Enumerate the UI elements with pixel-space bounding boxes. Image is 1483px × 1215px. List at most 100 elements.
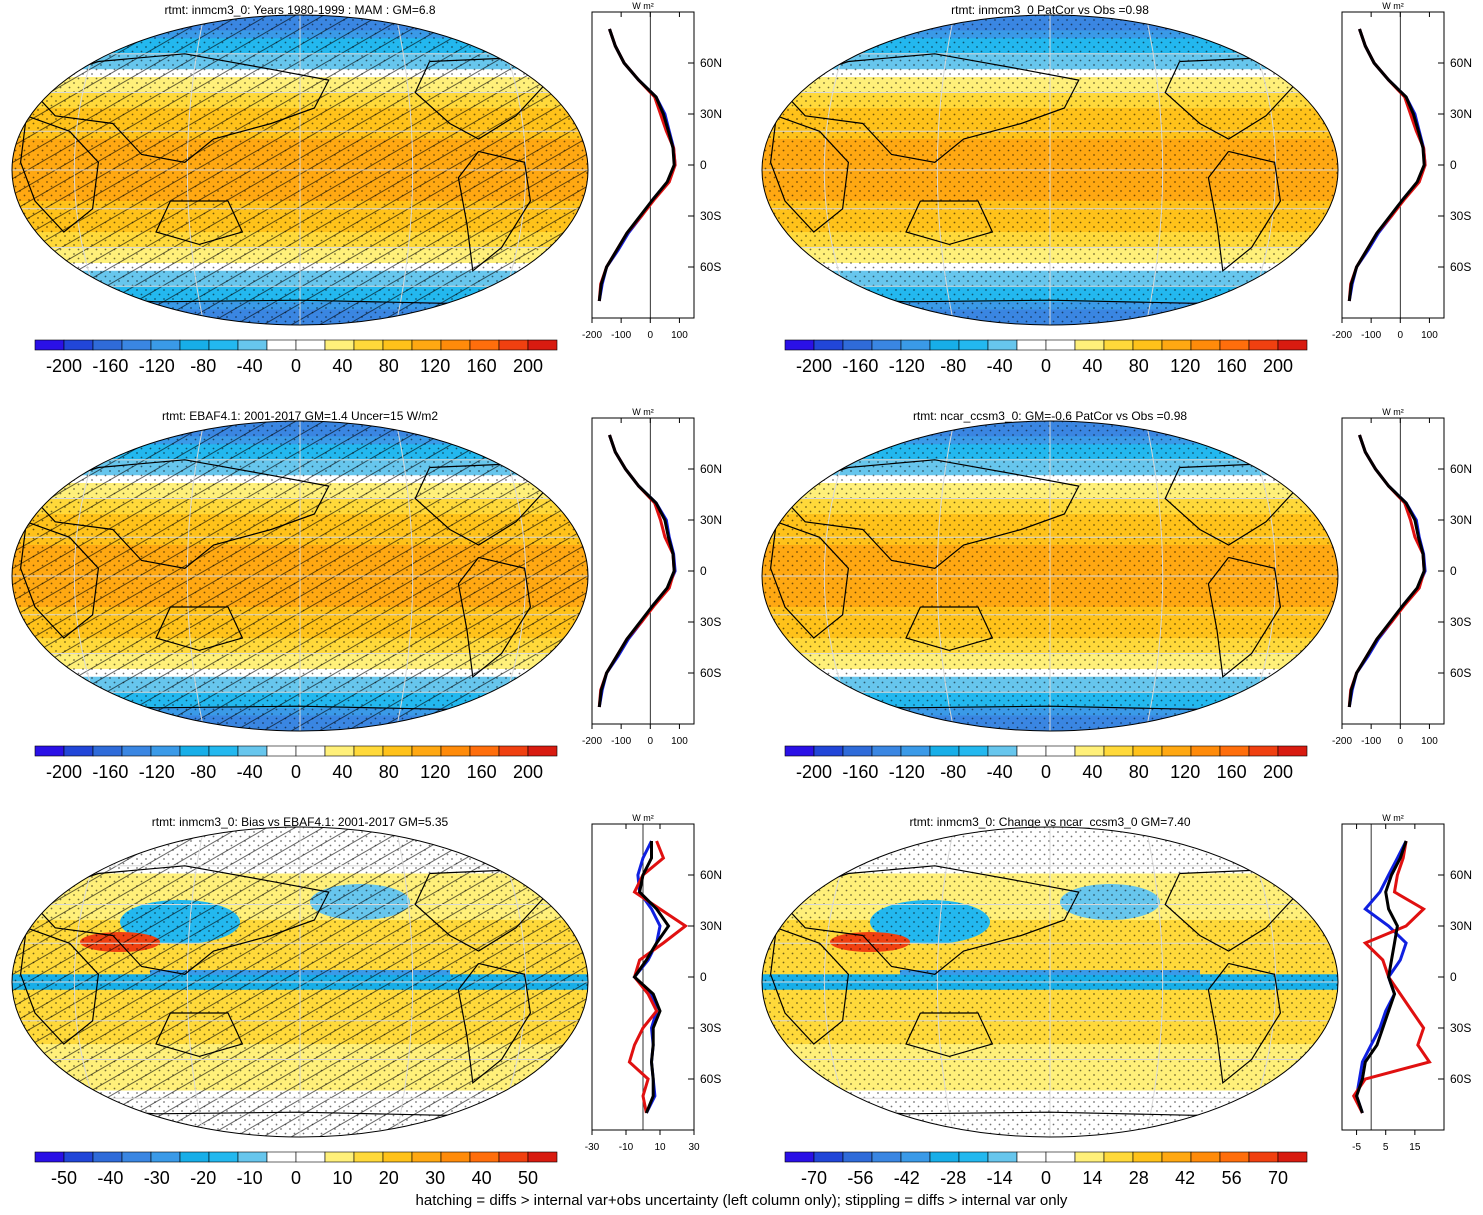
colorbar-swatch (842, 745, 873, 757)
map (761, 14, 1339, 326)
colorbar-swatch (1132, 339, 1163, 351)
units-label: W m² (632, 1, 654, 11)
y-tick-label: 30N (700, 919, 722, 933)
colorbar-swatch (208, 1151, 239, 1163)
colorbar-label: -70 (801, 1168, 827, 1188)
panel-title: rtmt: ncar_ccsm3_0: GM=-0.6 PatCor vs Ob… (913, 409, 1187, 423)
colorbar-label: -160 (92, 762, 128, 782)
x-tick-label: 0 (648, 330, 654, 341)
colorbar-label: 40 (472, 1168, 492, 1188)
colorbar-swatch (295, 1151, 326, 1163)
x-tick-label: 0 (648, 736, 654, 747)
colorbar-swatch (1248, 339, 1279, 351)
units-label: W m² (1382, 407, 1404, 417)
units-label: W m² (1382, 813, 1404, 823)
colorbar-label: 30 (425, 1168, 445, 1188)
colorbar-swatch (929, 1151, 960, 1163)
y-tick-label: 30S (1450, 1021, 1471, 1035)
colorbar-swatch (1248, 1151, 1279, 1163)
profile-bias: W m² 60N 30N 0 30S 60S -30 -10 10 30 (585, 813, 722, 1153)
map-border (761, 826, 1339, 1138)
map (761, 420, 1339, 732)
colorbar: -50 -40 -30 -20 -10 0 10 20 30 40 50 (34, 1151, 558, 1188)
colorbar-label: -120 (139, 356, 175, 376)
colorbar-swatch (842, 339, 873, 351)
colorbar-label: 200 (1263, 762, 1293, 782)
colorbar-swatch (382, 1151, 413, 1163)
profile-frame (1341, 11, 1445, 319)
colorbar-swatch (842, 1151, 873, 1163)
colorbar-swatch (469, 745, 500, 757)
y-tick-label: 0 (700, 158, 707, 172)
colorbar-label: -14 (987, 1168, 1013, 1188)
colorbar-swatch (784, 339, 815, 351)
profile-line (1347, 434, 1426, 708)
colorbar-swatch (958, 339, 989, 351)
colorbar-label: 10 (332, 1168, 352, 1188)
colorbar-swatch (1161, 1151, 1192, 1163)
colorbar-swatch (411, 339, 442, 351)
coastline (1207, 556, 1282, 678)
coastline (1207, 962, 1282, 1084)
colorbar-label: -160 (92, 356, 128, 376)
colorbar-label: -120 (889, 356, 925, 376)
colorbar-swatch (900, 1151, 931, 1163)
colorbar-swatch (1132, 1151, 1163, 1163)
colorbar-swatch (1074, 1151, 1105, 1163)
colorbar-swatch (527, 1151, 558, 1163)
coastline (769, 115, 850, 233)
colorbar-swatch (324, 1151, 355, 1163)
coastline (19, 115, 100, 233)
colorbar-swatch (871, 339, 902, 351)
x-tick-label: -5 (1352, 1142, 1361, 1153)
x-tick-label: -10 (619, 1142, 634, 1153)
colorbar-swatch (813, 1151, 844, 1163)
colorbar-swatch (1045, 745, 1076, 757)
colorbar-label: 120 (420, 356, 450, 376)
y-tick-label: 0 (1450, 564, 1457, 578)
colorbar-label: 160 (1217, 356, 1247, 376)
colorbar-label: 70 (1268, 1168, 1288, 1188)
profile-inmcm3-patcor: W m² 60N 30N 0 30S 60S -200 -100 0 100 (1332, 1, 1472, 341)
x-tick-label: -200 (582, 736, 602, 747)
colorbar-label: -10 (237, 1168, 263, 1188)
colorbar-swatch (871, 1151, 902, 1163)
colorbar-label: 80 (1129, 356, 1149, 376)
panel-inmcm3-mam: rtmt: inmcm3_0: Years 1980-1999 : MAM : … (11, 3, 589, 376)
colorbar-label: 56 (1222, 1168, 1242, 1188)
coastline (25, 459, 330, 569)
coastline (905, 1012, 994, 1058)
colorbar-swatch (324, 339, 355, 351)
colorbar-label: -40 (97, 1168, 123, 1188)
y-tick-label: 60N (1450, 462, 1472, 476)
y-tick-label: 60S (700, 666, 721, 680)
x-tick-label: 100 (1421, 330, 1438, 341)
colorbar-swatch (1074, 339, 1105, 351)
map (11, 826, 589, 1138)
coastline (457, 962, 532, 1084)
colorbar-swatch (1219, 339, 1250, 351)
y-tick-label: 60S (1450, 666, 1471, 680)
colorbar-swatch (92, 1151, 123, 1163)
colorbar-swatch (1103, 339, 1134, 351)
colorbar-label: 14 (1082, 1168, 1102, 1188)
x-tick-label: 5 (1383, 1142, 1389, 1153)
colorbar-label: -80 (940, 356, 966, 376)
y-tick-label: 60N (700, 868, 722, 882)
coastline (905, 606, 994, 652)
colorbar: -200 -160 -120 -80 -40 0 40 80 120 160 200 (784, 339, 1308, 376)
colorbar-swatch (150, 339, 181, 351)
colorbar-label: 80 (379, 356, 399, 376)
profile-line (1347, 28, 1426, 302)
y-tick-label: 60N (1450, 868, 1472, 882)
colorbar-swatch (1161, 339, 1192, 351)
y-tick-label: 60N (700, 56, 722, 70)
colorbar-swatch (237, 1151, 268, 1163)
colorbar-swatch (324, 745, 355, 757)
colorbar-swatch (987, 339, 1018, 351)
colorbar-swatch (1190, 745, 1221, 757)
colorbar-swatch (929, 339, 960, 351)
colorbar-swatch (121, 1151, 152, 1163)
colorbar-swatch (63, 1151, 94, 1163)
